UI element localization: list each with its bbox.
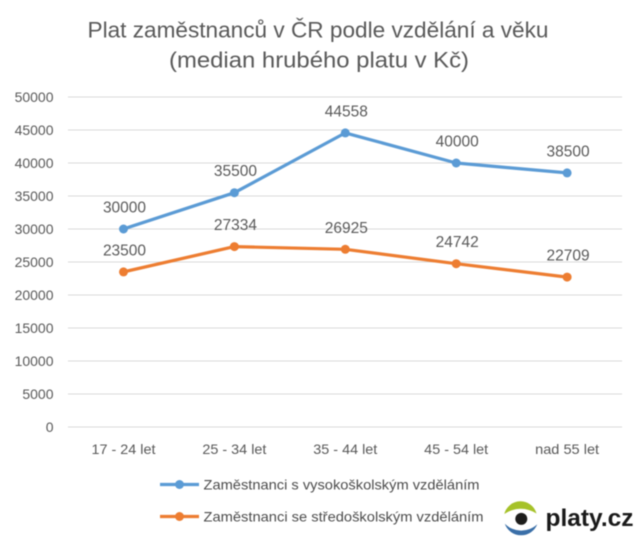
svg-text:44558: 44558	[325, 103, 368, 120]
svg-text:15000: 15000	[15, 320, 54, 336]
svg-text:20000: 20000	[15, 287, 54, 303]
svg-text:35000: 35000	[15, 188, 54, 204]
svg-text:Zaměstnanci se středoškolským: Zaměstnanci se středoškolským vzděláním	[204, 509, 484, 525]
svg-text:nad 55 let: nad 55 let	[535, 441, 599, 457]
svg-text:Plat zaměstnanců v ČR podle vz: Plat zaměstnanců v ČR podle vzdělání a v…	[88, 18, 549, 43]
svg-text:45000: 45000	[15, 122, 54, 138]
svg-text:35 - 44 let: 35 - 44 let	[313, 441, 377, 457]
svg-text:30000: 30000	[103, 200, 146, 217]
svg-text:40000: 40000	[436, 134, 479, 151]
svg-text:27334: 27334	[214, 217, 257, 234]
svg-text:10000: 10000	[15, 353, 54, 369]
svg-text:Zaměstnanci s vysokoškolským v: Zaměstnanci s vysokoškolským vzděláním	[204, 477, 480, 493]
svg-text:50000: 50000	[15, 89, 54, 105]
svg-text:platy.cz: platy.cz	[546, 505, 634, 532]
svg-text:24742: 24742	[436, 234, 479, 251]
svg-text:45 - 54 let: 45 - 54 let	[424, 441, 488, 457]
svg-text:(median hrubého platu v Kč): (median hrubého platu v Kč)	[169, 48, 469, 73]
svg-text:35500: 35500	[214, 163, 257, 180]
svg-text:25000: 25000	[15, 254, 54, 270]
svg-text:22709: 22709	[547, 248, 590, 265]
svg-text:17 - 24 let: 17 - 24 let	[92, 441, 156, 457]
svg-text:0: 0	[46, 419, 54, 435]
svg-text:23500: 23500	[103, 242, 146, 259]
svg-text:30000: 30000	[15, 221, 54, 237]
svg-text:5000: 5000	[22, 386, 53, 402]
svg-text:26925: 26925	[325, 220, 368, 237]
svg-text:40000: 40000	[15, 155, 54, 171]
svg-text:25 - 34 let: 25 - 34 let	[202, 441, 266, 457]
svg-text:38500: 38500	[547, 143, 590, 160]
